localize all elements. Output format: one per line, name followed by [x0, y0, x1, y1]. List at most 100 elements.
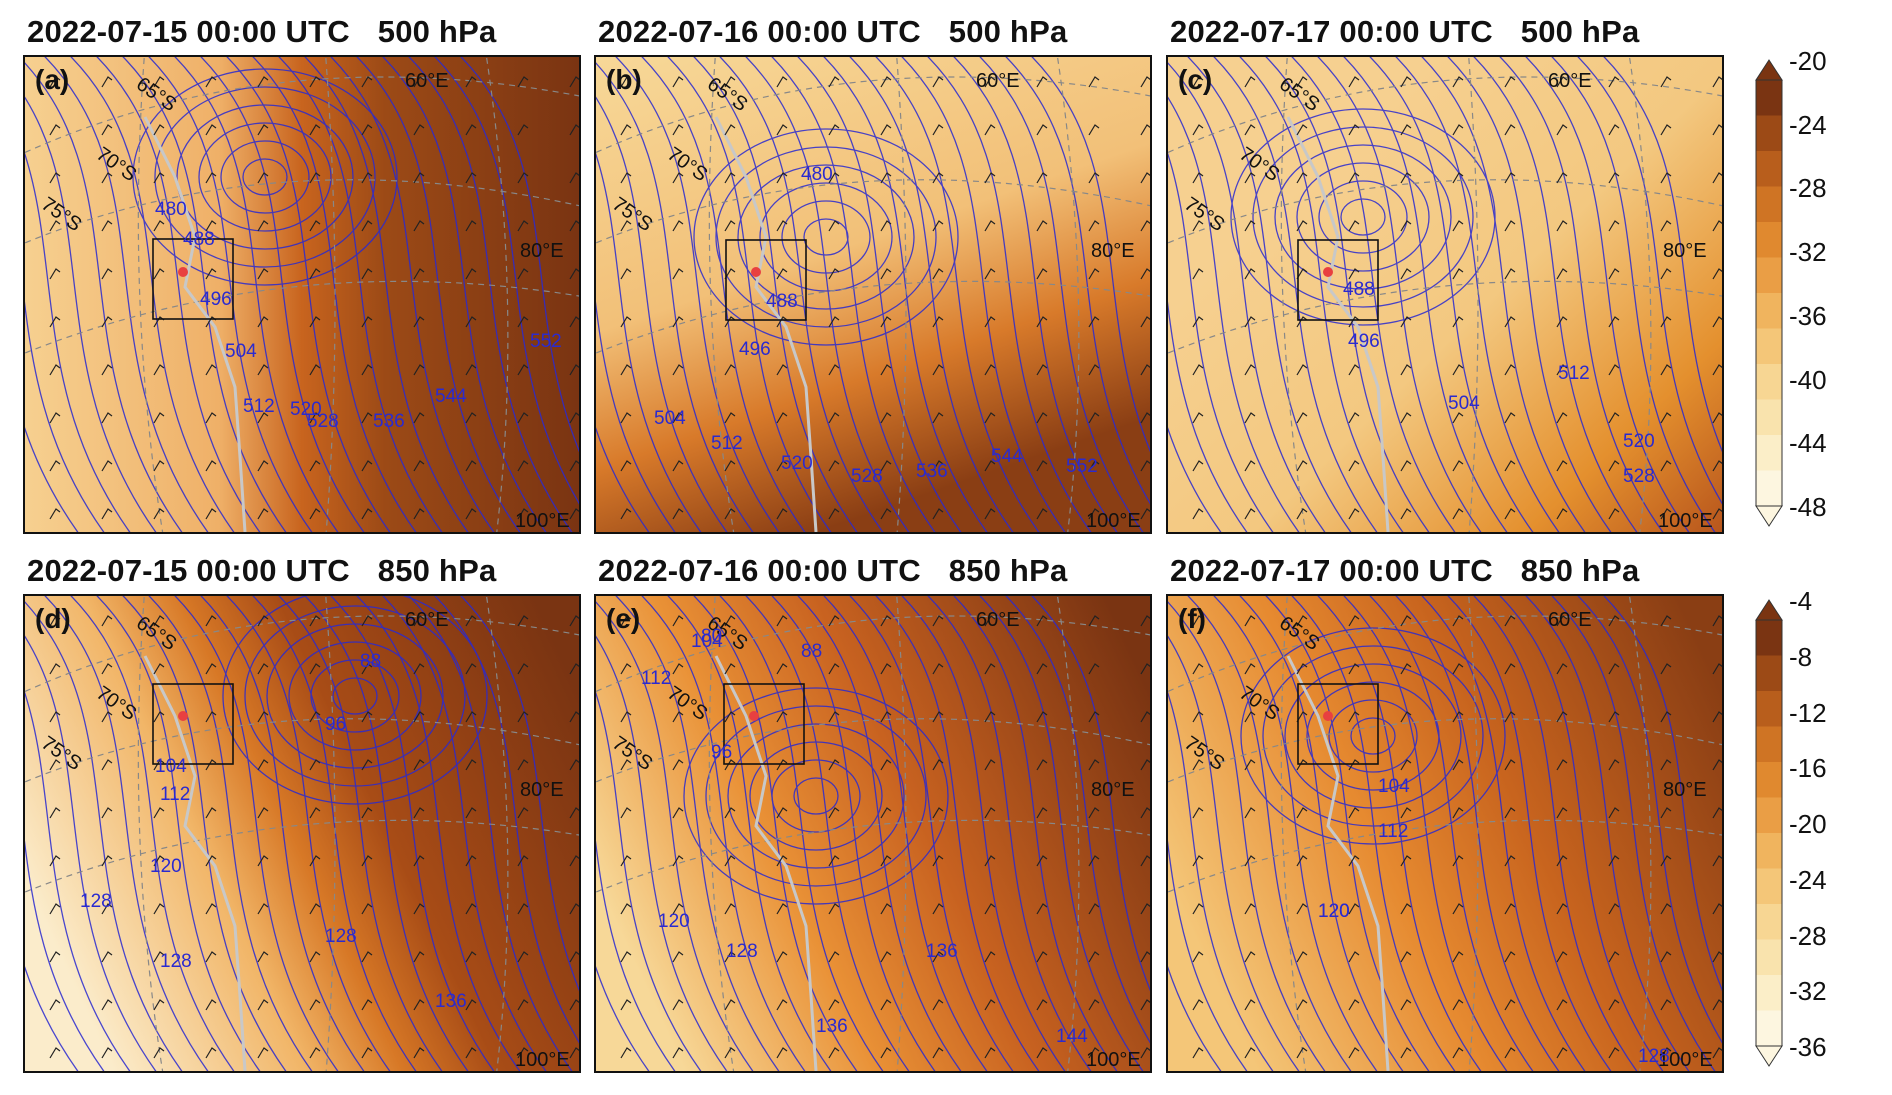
colorbar-tick-label: -4	[1789, 586, 1813, 616]
contour-label: 128	[80, 891, 112, 912]
height-contours	[596, 57, 1150, 532]
panel-title-b: 2022-07-16 00:00 UTC 500 hPa	[598, 14, 1068, 49]
contour-label: 480	[155, 199, 187, 220]
contour-label: 80	[701, 626, 722, 647]
contour-label: 96	[711, 742, 732, 763]
contour-label: 512	[243, 396, 275, 417]
contour-label: 488	[1343, 279, 1375, 300]
panel-label: (b)	[606, 64, 642, 95]
station-marker	[178, 267, 188, 277]
contour-label: 136	[816, 1016, 848, 1037]
contour-label: 128	[325, 926, 357, 947]
contour-label: 480	[801, 164, 833, 185]
longitude-label: 100°E	[515, 510, 570, 532]
study-region-box	[152, 683, 234, 765]
map-svg: (a) 65°S70°S75°S60°E80°E100°E480488496504…	[25, 57, 579, 532]
map-panel-c: (c) 65°S 70°S 75°S 60°E 80°E 100°E 488 496 504 512…	[1166, 55, 1724, 534]
colorbar-tick-label: -48	[1789, 492, 1827, 522]
height-contours	[25, 57, 579, 532]
contour-label: 528	[307, 411, 339, 432]
contour-label: 104	[1378, 776, 1410, 797]
coastline	[1286, 116, 1390, 532]
panel-label: (a)	[35, 64, 69, 95]
colorbar-tick-label: -36	[1789, 300, 1827, 331]
colorbar-segment	[1756, 904, 1782, 940]
colorbar-tick-label: -24	[1789, 109, 1827, 140]
graticule	[25, 57, 579, 532]
contour-label: 544	[991, 446, 1023, 467]
colorbar-500hpa: -20-24-28-32-36-40-44-48Temperature (°C)	[1755, 46, 1885, 528]
contour-label: 128	[726, 941, 758, 962]
panel-title-c: 2022-07-17 00:00 UTC 500 hPa	[1170, 14, 1640, 49]
map-panel-a: (a) 65°S 70°S 75°S 60°E 80°E 100°E 480 488 496 504…	[23, 55, 581, 534]
longitude-label: 80°E	[1663, 779, 1707, 801]
panel-label: (e)	[606, 603, 640, 634]
longitude-label: 100°E	[1658, 1049, 1713, 1071]
contour-label: 144	[1056, 1026, 1088, 1047]
colorbar-extend-bottom	[1755, 1045, 1783, 1067]
longitude-label: 80°E	[520, 779, 564, 801]
contour-label: 504	[1448, 393, 1480, 414]
contour-label: 504	[654, 408, 686, 429]
study-region-box	[723, 683, 805, 765]
contour-label: 512	[711, 433, 743, 454]
contour-label: 104	[691, 631, 723, 652]
colorbar-segment	[1756, 939, 1782, 976]
colorbar-tick-label: -24	[1789, 864, 1827, 895]
colorbar-extend-bottom	[1755, 505, 1783, 527]
wind-barbs	[620, 76, 1150, 520]
contour-label: 528	[1623, 466, 1655, 487]
contour-label: 128	[1638, 1046, 1670, 1067]
colorbar-segment	[1756, 691, 1782, 727]
colorbar-segment	[1756, 620, 1782, 656]
map-svg: (c) 65°S70°S75°S60°E80°E100°E488496504512…	[1168, 57, 1722, 532]
contour-label: 136	[926, 941, 958, 962]
colorbar-tick-label: -16	[1789, 753, 1827, 784]
panel-title-e: 2022-07-16 00:00 UTC 850 hPa	[598, 553, 1068, 588]
longitude-label: 100°E	[515, 1049, 570, 1071]
station-marker	[178, 711, 188, 721]
colorbar-850hpa: -4-8-12-16-20-24-28-32-36Temperature (°C…	[1755, 586, 1885, 1068]
study-region-box	[1297, 239, 1379, 321]
contour-label: 520	[781, 453, 813, 474]
contour-label: 112	[1378, 821, 1408, 842]
contour-label: 544	[435, 386, 467, 407]
graticule	[1168, 596, 1722, 1071]
map-panel-b: (b) 65°S 70°S 75°S 60°E 80°E 100°E 480 488 496 504…	[594, 55, 1152, 534]
contour-label: 120	[658, 911, 690, 932]
station-marker	[1323, 267, 1333, 277]
colorbar-tick-label: -32	[1789, 237, 1827, 268]
colorbar-segment	[1756, 115, 1782, 152]
station-marker	[751, 267, 761, 277]
contour-label: 536	[373, 411, 405, 432]
contour-label: 128	[160, 951, 192, 972]
colorbar-segment	[1756, 868, 1782, 905]
wind-barbs	[1192, 76, 1722, 520]
longitude-label: 80°E	[1091, 779, 1135, 801]
station-marker	[749, 711, 759, 721]
coastline	[143, 116, 247, 532]
contour-label: 496	[1348, 331, 1380, 352]
contour-label: 112	[641, 668, 671, 689]
contour-label: 488	[766, 291, 798, 312]
study-region-box	[725, 239, 807, 321]
graticule	[596, 57, 1150, 532]
panel-label: (f)	[1178, 603, 1206, 634]
wind-barbs	[49, 615, 579, 1059]
colorbar-tick-label: -12	[1789, 697, 1827, 728]
colorbar-tick-label: -44	[1789, 428, 1827, 459]
longitude-label: 60°E	[976, 609, 1020, 631]
contour-label: 536	[916, 461, 948, 482]
colorbar-segment	[1756, 222, 1782, 258]
colorbar-segment	[1756, 975, 1782, 1011]
contour-label: 504	[225, 341, 257, 362]
graticule	[1168, 57, 1722, 532]
colorbar-segment	[1756, 186, 1782, 223]
colorbar-segment	[1756, 833, 1782, 869]
colorbar-segment	[1756, 364, 1782, 400]
panel-label: (c)	[1178, 64, 1212, 95]
contour-label: 112	[160, 784, 190, 805]
station-marker	[1323, 711, 1333, 721]
colorbar-tick-label: -20	[1789, 809, 1827, 839]
contour-label: 552	[1066, 456, 1098, 477]
